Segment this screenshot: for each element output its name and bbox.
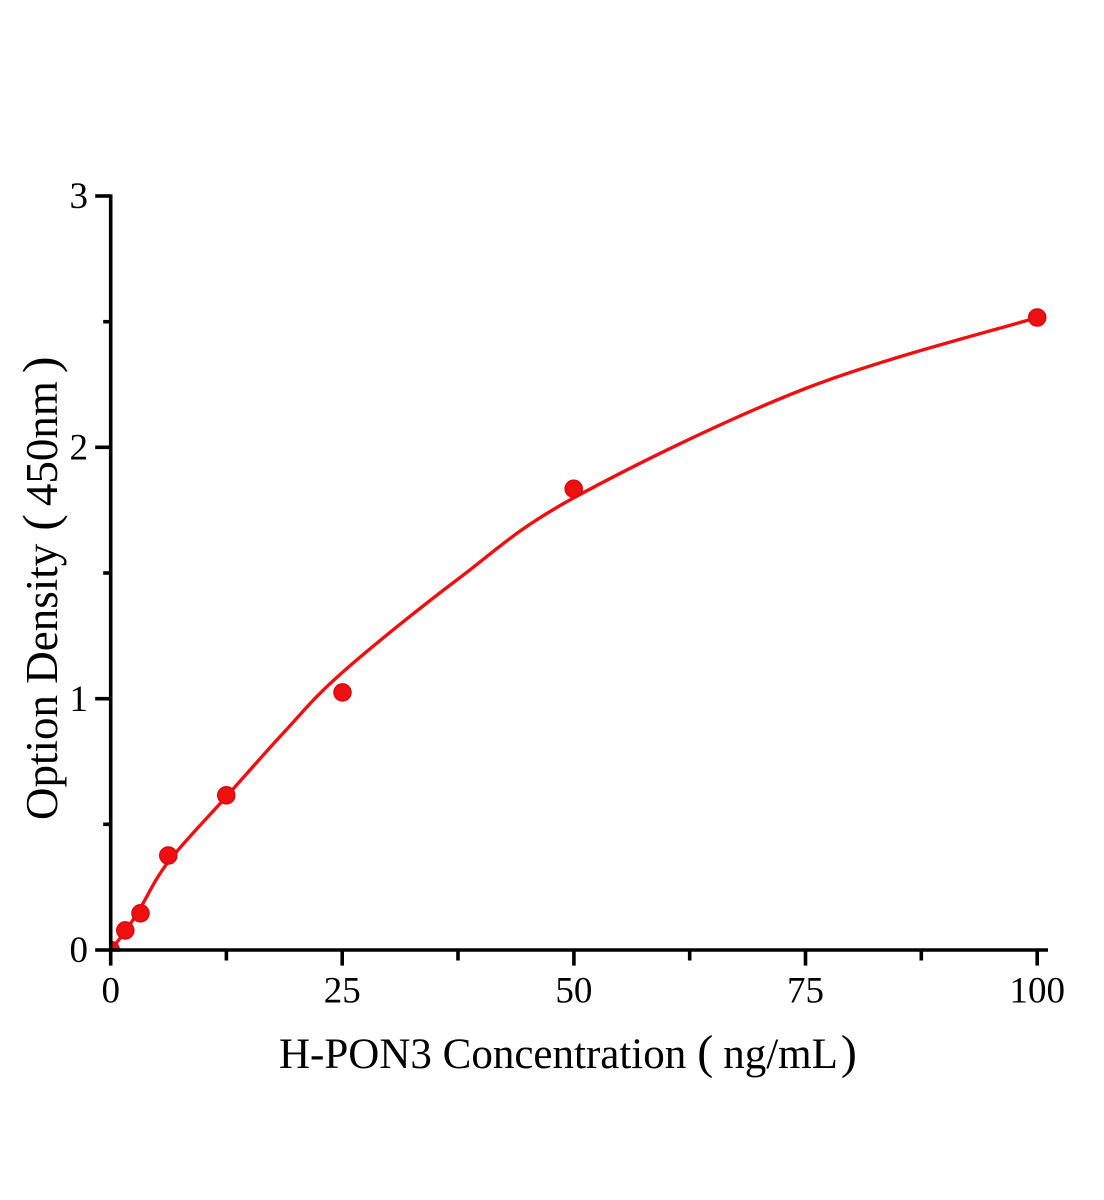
svg-text:2: 2	[70, 427, 89, 468]
svg-text:1: 1	[70, 679, 89, 720]
svg-text:Option Density(450nm): Option Density(450nm)	[12, 356, 68, 820]
svg-text:75: 75	[787, 971, 824, 1012]
svg-text:0: 0	[101, 971, 120, 1012]
svg-text:25: 25	[324, 971, 361, 1012]
svg-text:0: 0	[70, 930, 89, 971]
svg-text:100: 100	[1009, 971, 1065, 1012]
svg-text:50: 50	[555, 971, 592, 1012]
svg-text:3: 3	[70, 176, 89, 217]
svg-text:H-PON3 Concentration(ng/mL): H-PON3 Concentration(ng/mL)	[279, 1026, 857, 1079]
